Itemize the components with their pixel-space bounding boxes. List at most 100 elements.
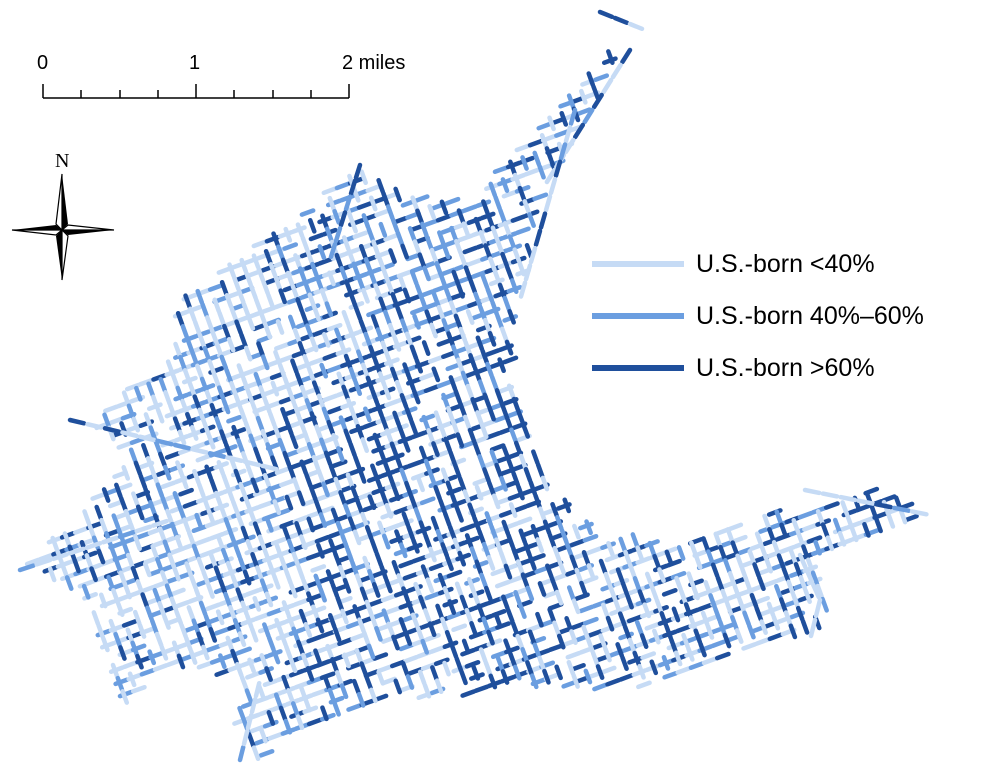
- street-segment: [420, 638, 430, 655]
- street-segment: [218, 578, 228, 595]
- street-segment: [498, 550, 508, 567]
- street-segment: [196, 556, 206, 573]
- street-segment: [120, 689, 130, 705]
- street-segment: [282, 450, 292, 467]
- street-segment: [125, 552, 135, 569]
- street-segment: [547, 115, 556, 132]
- street-segment: [350, 560, 359, 577]
- street-segment: [626, 614, 643, 624]
- street-segment: [348, 292, 358, 309]
- street-segment: [820, 522, 830, 538]
- street-segment: [410, 195, 420, 212]
- street-segment: [564, 541, 574, 558]
- street-segment: [354, 648, 364, 664]
- street-segment: [881, 494, 897, 503]
- street-segment: [304, 472, 313, 489]
- street-segment: [490, 300, 499, 317]
- street-segment: [290, 283, 300, 300]
- street-segment: [265, 516, 274, 533]
- street-segment: [251, 745, 261, 762]
- street-segment: [480, 348, 489, 365]
- street-segment: [249, 284, 258, 300]
- street-segment: [358, 243, 368, 260]
- street-segment: [287, 389, 297, 406]
- street-segment: [191, 524, 208, 534]
- street-segment: [618, 673, 635, 682]
- street-segment: [405, 674, 415, 690]
- street-segment: [747, 623, 756, 640]
- street-segment: [754, 531, 764, 548]
- street-segment: [235, 587, 245, 604]
- street-segment: [810, 570, 820, 587]
- street-segment: [590, 651, 600, 667]
- street-segment: [113, 557, 123, 574]
- street-segment: [511, 546, 520, 562]
- street-segment: [81, 583, 91, 600]
- street-segment: [528, 480, 538, 496]
- street-segment: [488, 181, 498, 198]
- scale-label-0: 0: [37, 52, 49, 74]
- street-segment: [547, 643, 564, 653]
- street-segment: [118, 495, 128, 512]
- street-segment: [405, 599, 415, 616]
- street-segment: [679, 588, 688, 605]
- street-segment: [377, 520, 386, 537]
- street-segment: [328, 241, 338, 260]
- street-segment: [657, 567, 666, 583]
- street-segment: [501, 445, 511, 461]
- street-segment: [356, 201, 373, 210]
- street-segment: [512, 247, 522, 264]
- street-segment: [410, 472, 427, 481]
- street-segment: [420, 221, 429, 238]
- street-segment: [366, 226, 375, 243]
- street-segment: [566, 93, 576, 110]
- street-segment: [467, 502, 477, 519]
- street-segment: [127, 671, 137, 688]
- street-segment: [257, 534, 267, 551]
- street-segment: [351, 261, 361, 278]
- street-segment: [722, 632, 732, 649]
- street-segment: [126, 403, 136, 420]
- street-segment: [260, 354, 270, 371]
- street-segment: [351, 336, 360, 352]
- street-segment: [318, 586, 327, 603]
- street-segment: [426, 428, 435, 444]
- street-segment: [412, 239, 422, 255]
- street-segment: [520, 572, 530, 589]
- street-segment: [222, 323, 231, 340]
- street-segment: [440, 616, 449, 633]
- street-segment: [253, 297, 263, 314]
- street-segment: [444, 629, 454, 646]
- street-segment: [296, 564, 306, 581]
- street-segment: [278, 354, 295, 363]
- street-segment: [637, 663, 646, 680]
- street-segment: [820, 491, 840, 499]
- street-segment: [400, 243, 410, 260]
- street-segment: [606, 541, 615, 557]
- street-segment: [111, 588, 120, 604]
- street-segment: [357, 467, 367, 484]
- street-segment: [516, 516, 533, 526]
- street-segment: [273, 275, 283, 291]
- street-segment: [64, 575, 74, 591]
- street-segment: [266, 710, 276, 726]
- street-segment: [460, 370, 470, 387]
- street-segment: [148, 499, 157, 516]
- street-segment: [162, 464, 172, 481]
- street-segment: [457, 550, 467, 567]
- street-segment: [384, 502, 394, 519]
- street-segment: [82, 509, 91, 525]
- street-segment: [316, 468, 326, 484]
- street-segment: [688, 615, 698, 632]
- street-segment: [278, 705, 288, 722]
- street-segment: [168, 403, 177, 420]
- street-segment: [419, 372, 435, 381]
- street-segment: [417, 669, 427, 686]
- street-segment: [647, 540, 657, 557]
- street-segment: [498, 207, 507, 224]
- street-segment: [533, 493, 542, 510]
- street-segment: [569, 621, 586, 631]
- street-segment: [506, 532, 515, 549]
- street-segment: [547, 602, 564, 611]
- street-segment: [346, 248, 356, 265]
